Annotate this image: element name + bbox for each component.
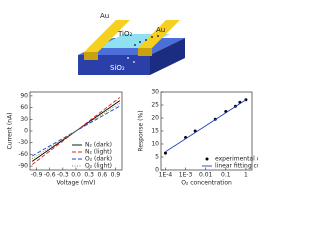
y-axis-label: Current (nA) <box>7 112 14 149</box>
y-tick-label: -90 <box>18 163 28 170</box>
y-tick-label: 30 <box>151 89 159 96</box>
x-tick-label: -0.9 <box>31 172 43 179</box>
x-tick-label: -0.6 <box>44 172 56 179</box>
data-point <box>163 151 167 155</box>
au-left-front <box>84 52 98 60</box>
particle <box>127 57 129 59</box>
x-tick-label: 0.01 <box>199 172 213 179</box>
particle <box>157 35 159 37</box>
schematic-label: Au <box>156 26 165 34</box>
device-schematic: Au TiO₂ Au SiO₂ <box>78 12 185 75</box>
y-tick-label: 0 <box>155 167 159 174</box>
x-tick-label: 0.1 <box>221 172 231 179</box>
schematic-label: TiO₂ <box>117 30 133 38</box>
x-tick-label: 0.6 <box>98 172 108 179</box>
x-tick-label: 0.9 <box>111 172 121 179</box>
x-tick-label: 1E-3 <box>179 172 193 179</box>
series-line <box>31 105 121 157</box>
particle <box>133 61 135 63</box>
au-right-top <box>138 20 180 48</box>
schematic-label: Au <box>100 12 109 20</box>
y-tick-label: 90 <box>20 92 28 99</box>
y-tick-label: 30 <box>20 116 28 123</box>
y-tick-label: -60 <box>18 151 28 158</box>
y-tick-label: -30 <box>18 139 28 146</box>
y-tick-label: 10 <box>151 141 159 148</box>
legend-label: experimental data <box>215 156 258 163</box>
au-right-front <box>138 48 152 56</box>
y-tick-label: 20 <box>151 115 159 122</box>
legend-label: N₂ (dark) <box>85 142 112 149</box>
particle <box>145 39 147 41</box>
particle <box>134 44 136 46</box>
substrate-side <box>150 38 185 75</box>
legend-marker <box>205 157 209 161</box>
y-tick-label: 5 <box>155 154 159 161</box>
legend-label: linear fitting curve <box>215 163 258 170</box>
series-line <box>165 99 247 153</box>
au-left-top <box>84 20 130 52</box>
y-tick-label: 0 <box>24 128 28 135</box>
figure: Au TiO₂ Au SiO₂ -0.9 -0.6 -0.3 0.0 0.3 0.6 0.9… <box>7 12 259 187</box>
x-tick-label: 0.3 <box>84 172 94 179</box>
x-tick-label: -0.3 <box>57 172 69 179</box>
x-tick-label: 1 <box>244 172 248 179</box>
particles <box>127 35 159 63</box>
y-tick-label: 60 <box>20 104 28 111</box>
x-tick-label: 0.0 <box>71 172 81 179</box>
legend-label: O₂ (dark) <box>85 156 112 163</box>
x-tick-label: 1E-4 <box>159 172 173 179</box>
particle <box>139 41 141 43</box>
schematic-label: SiO₂ <box>110 64 125 72</box>
legend-label: O₂ (light) <box>85 163 112 170</box>
x-axis-label: O₂ concentration <box>181 180 232 187</box>
y-tick-label: 15 <box>151 128 159 135</box>
legend-label: N₂ (light) <box>85 149 112 156</box>
y-axis-label: Response (%) <box>138 110 145 151</box>
particle <box>151 36 153 38</box>
x-axis-label: Voltage (mV) <box>56 180 95 187</box>
y-tick-label: 25 <box>151 102 159 109</box>
